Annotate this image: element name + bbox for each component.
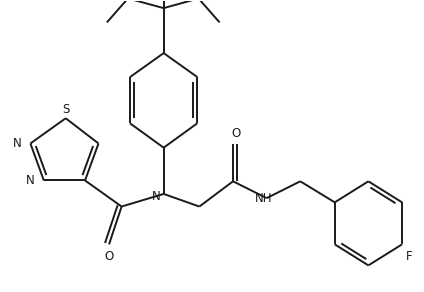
Text: N: N — [13, 137, 21, 150]
Text: F: F — [406, 251, 413, 263]
Text: O: O — [104, 250, 114, 263]
Text: O: O — [232, 127, 241, 140]
Text: S: S — [62, 102, 70, 116]
Text: N: N — [26, 174, 35, 187]
Text: NH: NH — [254, 192, 272, 206]
Text: N: N — [152, 190, 160, 203]
